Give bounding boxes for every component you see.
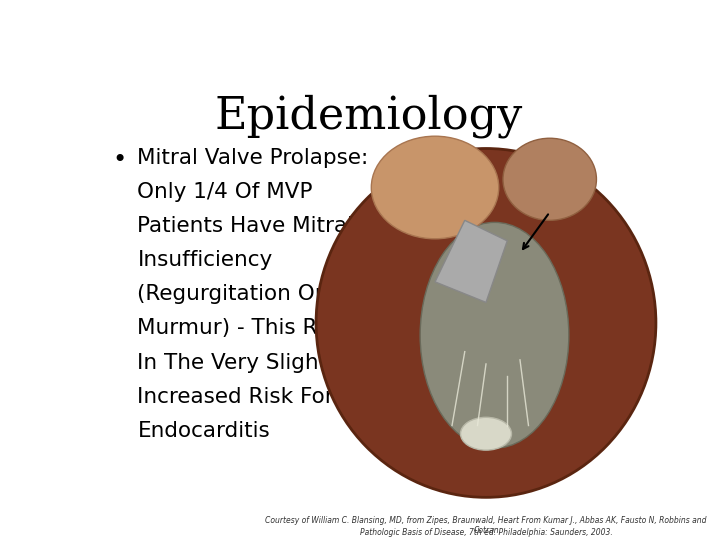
Polygon shape — [435, 220, 507, 302]
Text: Pathologic Basis of Disease, 7th ed. Philadelphia: Saunders, 2003.: Pathologic Basis of Disease, 7th ed. Phi… — [359, 528, 613, 537]
Text: In The Very Slight: In The Very Slight — [138, 353, 328, 373]
Text: Only 1/4 Of MVP: Only 1/4 Of MVP — [138, 182, 313, 202]
Ellipse shape — [461, 417, 511, 450]
Ellipse shape — [503, 138, 596, 220]
Text: Increased Risk For: Increased Risk For — [138, 387, 334, 407]
Text: Insufficiency: Insufficiency — [138, 250, 273, 270]
Ellipse shape — [316, 148, 656, 497]
Text: Murmur) - This Results: Murmur) - This Results — [138, 319, 381, 339]
Text: Endocarditis: Endocarditis — [138, 421, 270, 441]
Text: Patients Have Mitral: Patients Have Mitral — [138, 216, 354, 236]
Ellipse shape — [372, 136, 499, 239]
Text: Epidemiology: Epidemiology — [215, 94, 523, 138]
Text: Mitral Valve Prolapse:: Mitral Valve Prolapse: — [138, 148, 369, 168]
Text: •: • — [112, 148, 127, 172]
Text: (Regurgitation Or: (Regurgitation Or — [138, 285, 324, 305]
Ellipse shape — [420, 222, 569, 448]
Text: Courtesy of William C. Blansing, MD, from Zipes, Braunwald, Heart From Kumar J.,: Courtesy of William C. Blansing, MD, fro… — [265, 516, 707, 535]
